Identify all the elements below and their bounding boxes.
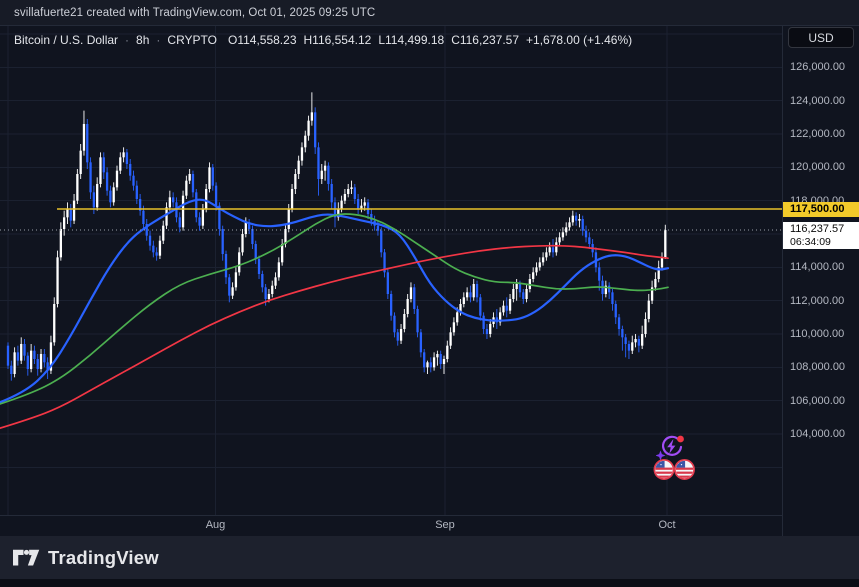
alert-price-text: 117,500.00: [790, 203, 845, 215]
time-axis-label: Aug: [205, 519, 226, 531]
change-label: +1,678.00 (+1.46%): [526, 33, 633, 47]
ai-event-icon[interactable]: [656, 434, 686, 462]
price-axis[interactable]: USD 117,500.00 116,237.57 06:34:09 128,0…: [782, 26, 859, 536]
attribution-bar: svillafuerte21 created with TradingView.…: [0, 0, 859, 26]
ohlc-open: O114,558.23: [227, 33, 297, 47]
currency-toggle-button[interactable]: USD: [788, 27, 854, 48]
last-price-text: 116,237.57: [790, 223, 845, 236]
chart-pane: Bitcoin / U.S. Dollar · 8h · CRYPTO O114…: [0, 26, 782, 515]
tradingview-logo-icon: [13, 549, 40, 565]
bottom-strip: [0, 579, 859, 587]
price-axis-tick-label: 110,000.00: [790, 328, 845, 340]
price-axis-tick-label: 108,000.00: [790, 361, 846, 374]
interval-label[interactable]: 8h: [136, 33, 150, 47]
last-price-label: 116,237.57 06:34:09: [783, 222, 859, 250]
symbol-legend: Bitcoin / U.S. Dollar · 8h · CRYPTO O114…: [14, 33, 632, 47]
price-axis-tick-label: 120,000.00: [790, 161, 846, 174]
us-economic-event-icons[interactable]: [653, 458, 696, 481]
tradingview-logo[interactable]: TradingView: [13, 547, 159, 569]
ohlc-low: L114,499.18: [378, 33, 445, 47]
exchange-label: CRYPTO: [167, 33, 217, 47]
price-chart[interactable]: [0, 26, 782, 515]
time-axis[interactable]: Aug Sep Oct: [0, 515, 859, 536]
candles: [6, 92, 667, 381]
bar-countdown: 06:34:09: [790, 236, 831, 249]
price-axis-tick-label: 104,000.00: [790, 428, 846, 440]
ma-fast-blue[interactable]: [0, 198, 670, 404]
us-flag-icon: [653, 459, 675, 480]
ohlc-high: H116,554.12: [303, 33, 372, 47]
price-axis-tick-label: 124,000.00: [790, 94, 846, 107]
price-axis-tick-label: 122,000.00: [790, 128, 846, 140]
ohlc-close: C116,237.57: [451, 33, 520, 47]
time-axis-label: Sep: [435, 519, 455, 531]
symbol-name[interactable]: Bitcoin / U.S. Dollar: [14, 33, 119, 47]
price-axis-tick-label: 126,000.00: [790, 61, 846, 74]
time-axis-label: Oct: [658, 519, 676, 531]
footer: TradingView: [0, 536, 859, 579]
legend-separator: ·: [125, 33, 130, 47]
price-axis-tick-label: 106,000.00: [790, 394, 846, 407]
ma-mid-green[interactable]: [0, 213, 669, 405]
legend-separator: ·: [156, 33, 161, 47]
alert-price-label[interactable]: 117,500.00: [783, 202, 859, 217]
ma-slow-red[interactable]: [0, 244, 669, 430]
us-flag-icon: [674, 459, 695, 480]
attribution-text: svillafuerte21 created with TradingView.…: [14, 6, 376, 19]
grid: [0, 26, 782, 515]
price-axis-tick-label: 114,000.00: [790, 261, 845, 274]
tradingview-wordmark: TradingView: [48, 546, 159, 568]
price-axis-tick-label: 112,000.00: [790, 294, 845, 307]
